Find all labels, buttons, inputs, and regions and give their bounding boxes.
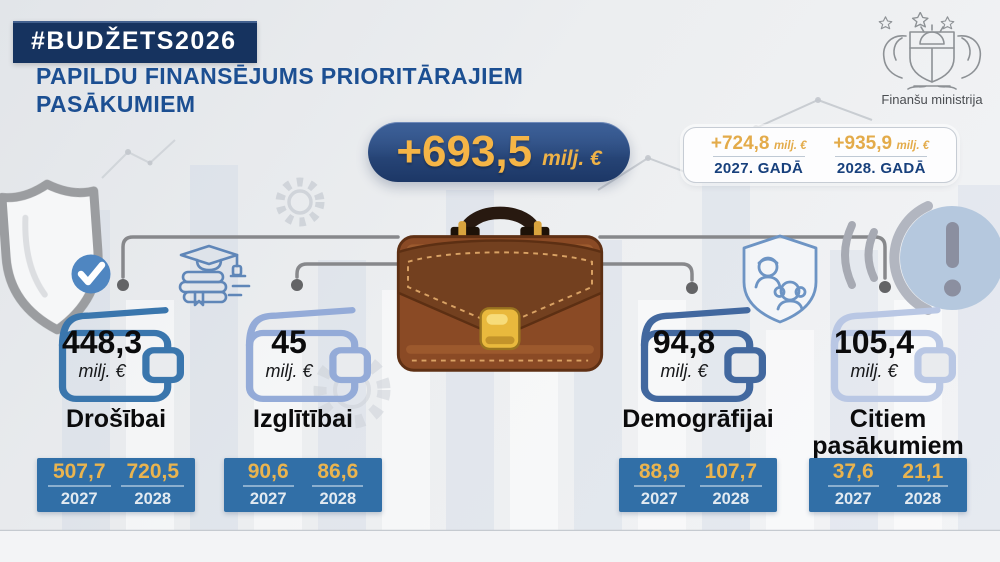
page-title: PAPILDU FINANSĒJUMS PRIORITĀRAJIEM PASĀK… <box>36 62 523 118</box>
divider <box>835 155 928 157</box>
year-col-2027: 37,6 2027 <box>827 461 879 509</box>
category-card-demografijai: 94,8 milj. € Demogrāfijai 88,9 2027 107,… <box>616 300 780 512</box>
category-unit: milj. € <box>850 361 898 381</box>
wallet-icon <box>830 307 956 402</box>
future-years-box: +724,8 milj. € 2027. GADĀ +935,9 milj. €… <box>683 127 957 183</box>
wallet-wrap: 448,3 milj. € <box>34 300 198 402</box>
year-value-2028: 21,1 <box>897 461 949 487</box>
year-label-2027: 2027 <box>60 490 98 508</box>
hashtag-text: #BUDŽETS2026 <box>31 27 237 55</box>
year-label-2027: 2027 <box>249 490 287 508</box>
year-col-2028: 86,6 2028 <box>312 461 364 509</box>
year-value-2027: 37,6 <box>827 461 879 487</box>
year-value-2027: 90,6 <box>242 461 294 487</box>
wallet-icon <box>58 307 184 402</box>
ministry-logo-block: Finanšu ministrija <box>862 12 1000 107</box>
graduation-books-icon <box>178 244 251 307</box>
future-2027-value: +724,8 <box>710 132 770 154</box>
latvia-coat-of-arms-icon <box>878 12 982 90</box>
page-title-line1: PAPILDU FINANSĒJUMS PRIORITĀRAJIEM <box>36 63 524 89</box>
wallet-text: 105,4 milj. € <box>824 326 924 382</box>
future-2028: +935,9 milj. € 2028. GADĀ <box>833 134 929 177</box>
wallet-text: 448,3 milj. € <box>52 326 152 382</box>
hashtag-banner: #BUDŽETS2026 <box>13 21 257 63</box>
year-value-2027: 88,9 <box>633 461 685 487</box>
year-value-2028: 720,5 <box>121 461 185 487</box>
page-title-line2: PASĀKUMIEM <box>36 91 196 117</box>
category-card-citiem: 105,4 milj. € Citiem pasākumiem 37,6 202… <box>806 300 970 512</box>
year-col-2027: 90,6 2027 <box>242 461 294 509</box>
wallet-wrap: 105,4 milj. € <box>806 300 970 402</box>
category-card-izglitibai: 45 milj. € Izglītībai 90,6 2027 86,6 202… <box>221 300 385 512</box>
category-card-drosibai: 448,3 milj. € Drošībai 507,7 2027 720,5 … <box>34 300 198 512</box>
year-label-2027: 2027 <box>640 490 678 508</box>
total-unit: milj. € <box>542 147 602 170</box>
alert-circle-icon <box>841 201 1000 315</box>
future-2028-unit: milj. € <box>896 139 930 152</box>
year-box: 507,7 2027 720,5 2028 <box>37 458 195 512</box>
year-label-2028: 2028 <box>712 490 750 508</box>
category-value: 45 <box>271 324 307 360</box>
year-col-2028: 107,7 2028 <box>699 461 763 509</box>
year-label-2028: 2028 <box>319 490 357 508</box>
year-value-2028: 86,6 <box>312 461 364 487</box>
ministry-name: Finanšu ministrija <box>881 92 983 107</box>
wallet-text: 94,8 milj. € <box>634 326 734 382</box>
briefcase-icon <box>396 206 604 372</box>
year-box: 37,6 2027 21,1 2028 <box>809 458 967 512</box>
wallet-icon <box>245 307 371 402</box>
category-label: Drošībai <box>65 405 167 433</box>
wallet-wrap: 94,8 milj. € <box>616 300 780 402</box>
year-col-2028: 21,1 2028 <box>897 461 949 509</box>
future-2027-year: 2027. GADĀ <box>714 159 804 177</box>
wallet-icon <box>640 307 766 402</box>
connector-dots <box>117 279 891 294</box>
wallet-text: 45 milj. € <box>239 326 339 382</box>
future-2028-value: +935,9 <box>833 132 893 154</box>
future-2027-unit: milj. € <box>773 139 807 152</box>
category-unit: milj. € <box>78 361 126 381</box>
category-value: 105,4 <box>833 324 915 360</box>
future-2028-year: 2028. GADĀ <box>836 159 926 177</box>
family-shield-icon <box>742 234 818 324</box>
category-value: 448,3 <box>61 324 143 360</box>
year-label-2028: 2028 <box>904 490 942 508</box>
year-col-2027: 88,9 2027 <box>633 461 685 509</box>
check-circle-icon <box>71 254 111 294</box>
category-label: Demogrāfijai <box>622 405 774 433</box>
total-badge: +693,5 milj. € <box>368 122 630 182</box>
category-value: 94,8 <box>652 324 716 360</box>
category-label: Citiem pasākumiem <box>812 405 964 460</box>
year-box: 90,6 2027 86,6 2028 <box>224 458 382 512</box>
year-value-2028: 107,7 <box>699 461 763 487</box>
year-label-2027: 2027 <box>834 490 872 508</box>
year-value-2027: 507,7 <box>47 461 111 487</box>
category-unit: milj. € <box>660 361 708 381</box>
divider <box>712 155 805 157</box>
floor <box>0 531 1000 562</box>
shield-icon <box>0 179 103 335</box>
year-col-2028: 720,5 2028 <box>121 461 185 509</box>
year-col-2027: 507,7 2027 <box>47 461 111 509</box>
wallet-wrap: 45 milj. € <box>221 300 385 402</box>
year-label-2028: 2028 <box>134 490 172 508</box>
category-unit: milj. € <box>265 361 313 381</box>
total-value: +693,5 <box>396 127 533 176</box>
future-2027: +724,8 milj. € 2027. GADĀ <box>711 134 807 177</box>
year-box: 88,9 2027 107,7 2028 <box>619 458 777 512</box>
category-label: Izglītībai <box>253 405 353 433</box>
